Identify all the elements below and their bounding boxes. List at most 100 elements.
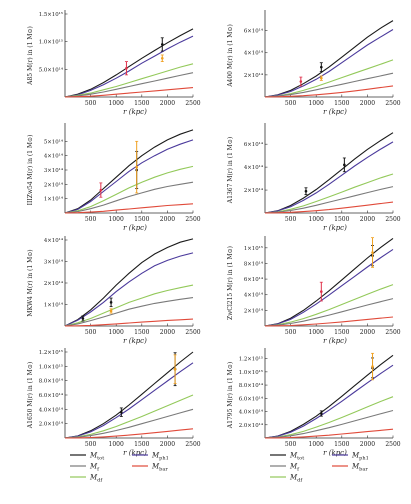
legend-label-bar: Mbar xyxy=(151,463,168,473)
x-tick-label: 500 xyxy=(85,216,97,223)
y-tick-label: 2.0×10¹⁴ xyxy=(239,422,263,429)
data-point xyxy=(173,367,177,371)
data-point xyxy=(135,165,138,169)
y-axis-label: IIIZw54 M(r) in (1 M⊙) xyxy=(27,135,34,206)
legend-label-bar: Mbar xyxy=(351,463,368,473)
series-line-ph1 xyxy=(64,35,194,98)
x-tick-label: 500 xyxy=(285,441,297,448)
y-tick-label: 1×10¹⁴ xyxy=(44,302,63,309)
y-tick-label: 3×10¹⁴ xyxy=(44,259,63,266)
series-line-df xyxy=(64,63,194,98)
series-line-bar xyxy=(64,318,194,327)
y-tick-label: 1.5×10¹⁵ xyxy=(39,11,63,18)
y-tick-label: 6×10¹⁴ xyxy=(244,276,263,283)
data-point xyxy=(343,163,346,167)
y-tick-label: 6.0×10¹⁴ xyxy=(239,395,263,402)
series-line-tot xyxy=(264,132,394,214)
series-line-tot xyxy=(64,129,194,214)
x-tick-label: 1000 xyxy=(109,329,124,336)
y-tick-label: 1.0×10¹⁵ xyxy=(39,39,63,46)
x-tick-label: 1500 xyxy=(134,216,149,223)
y-axis-label: A85 M(r) in (1 M⊙) xyxy=(27,26,34,86)
y-tick-label: 6×10¹⁴ xyxy=(244,28,263,35)
x-tick-label: 2000 xyxy=(360,216,375,223)
series-line-df xyxy=(64,394,194,439)
legend-label-ph1: Mph1 xyxy=(151,452,169,462)
y-axis-label: A1795 M(r) in (1 M⊙) xyxy=(227,362,234,429)
x-tick-label: 2500 xyxy=(385,216,400,223)
y-tick-label: 2×10¹⁴ xyxy=(244,72,263,79)
data-point xyxy=(160,43,164,46)
series-line-f xyxy=(64,408,194,439)
panel-1: 500 1000 1500 2000 2500 r (kpc) 5.0×10¹⁴ 1.0×10… xyxy=(27,10,201,116)
x-tick-label: 2500 xyxy=(185,216,200,223)
series-line-tot xyxy=(264,20,394,98)
x-tick-label: 2000 xyxy=(160,100,175,107)
legend-label-f: Mf xyxy=(89,463,100,473)
y-axis-label: A400 M(r) in (1 M⊙) xyxy=(227,24,234,88)
series-line-df xyxy=(64,165,194,214)
series-line-f xyxy=(264,72,394,98)
x-axis-label: r (kpc) xyxy=(323,449,347,457)
y-tick-label: 6×10¹⁴ xyxy=(244,141,263,148)
data-point xyxy=(320,290,323,293)
x-tick-label: 2000 xyxy=(160,329,175,336)
x-tick-label: 500 xyxy=(85,329,97,336)
legend-2: Mtot Mph1 Mf Mbar Mdf xyxy=(270,452,369,484)
x-tick-label: 2500 xyxy=(185,441,200,448)
series-line-f xyxy=(64,181,194,214)
panel-3: 500 1000 1500 2000 2500 r (kpc) 1×10¹⁴ 2×10¹⁴ 3×… xyxy=(27,123,201,232)
series-line-bar xyxy=(264,201,394,214)
legend-label-df: Mdf xyxy=(289,474,303,484)
series-line-tot xyxy=(264,354,394,439)
panel-2: 500 1000 1500 2000 2500 r (kpc) 2×10¹⁴ 4×10¹⁴ 6×… xyxy=(227,10,401,116)
x-tick-label: 1000 xyxy=(109,441,124,448)
data-point xyxy=(120,410,123,414)
y-tick-label: 1.2×10¹⁵ xyxy=(39,349,63,356)
panel-4: 500 1000 1500 2000 2500 r (kpc) 2×10¹⁴ 4×10¹⁴ 6×… xyxy=(227,123,401,232)
y-tick-label: 4×10¹⁴ xyxy=(244,292,263,299)
data-point xyxy=(320,65,323,69)
series-line-f xyxy=(264,298,394,327)
y-tick-label: 4×10¹⁴ xyxy=(44,237,63,244)
x-tick-label: 2000 xyxy=(160,216,175,223)
series-line-bar xyxy=(264,428,394,439)
y-tick-label: 3×10¹⁴ xyxy=(44,167,63,174)
legend-label-tot: Mtot xyxy=(89,452,104,462)
legend-label-f: Mf xyxy=(289,463,300,473)
y-axis-label: A1650 M(r) in (1 M⊙) xyxy=(27,362,34,429)
y-tick-label: 8.0×10¹⁴ xyxy=(239,382,263,389)
x-tick-label: 1500 xyxy=(334,100,349,107)
series-line-f xyxy=(64,297,194,327)
x-tick-label: 500 xyxy=(85,100,97,107)
y-tick-label: 1×10¹⁵ xyxy=(244,245,263,252)
x-axis-label: r (kpc) xyxy=(123,108,147,116)
data-point xyxy=(109,309,113,313)
panel-7: 500 1000 1500 2000 2500 r (kpc) 2.0×10¹⁴ 4.0×10… xyxy=(27,348,201,457)
y-tick-label: 1.2×10¹⁵ xyxy=(239,356,263,363)
data-point xyxy=(304,189,308,193)
x-tick-label: 1500 xyxy=(134,100,149,107)
x-tick-label: 1000 xyxy=(309,329,324,336)
data-point xyxy=(371,251,374,254)
y-tick-label: 4×10¹⁴ xyxy=(244,50,263,57)
y-tick-label: 2×10¹⁴ xyxy=(244,307,263,314)
data-point xyxy=(109,301,113,304)
data-point xyxy=(320,412,323,415)
x-axis-label: r (kpc) xyxy=(123,449,147,457)
y-tick-label: 6.0×10¹⁴ xyxy=(39,392,63,399)
series-line-df xyxy=(264,173,394,214)
data-point xyxy=(320,76,323,80)
panel-5: 500 1000 1500 2000 2500 r (kpc) 1×10¹⁴ 2×10¹⁴ 3×… xyxy=(27,236,201,345)
series-line-tot xyxy=(264,237,394,327)
x-tick-label: 500 xyxy=(285,100,297,107)
x-tick-label: 2500 xyxy=(385,329,400,336)
series-line-bar xyxy=(264,85,394,98)
x-tick-label: 1500 xyxy=(334,216,349,223)
series-line-tot xyxy=(64,238,194,327)
y-tick-label: 8.0×10¹⁴ xyxy=(39,378,63,385)
x-tick-label: 500 xyxy=(85,441,97,448)
x-tick-label: 1500 xyxy=(334,441,349,448)
